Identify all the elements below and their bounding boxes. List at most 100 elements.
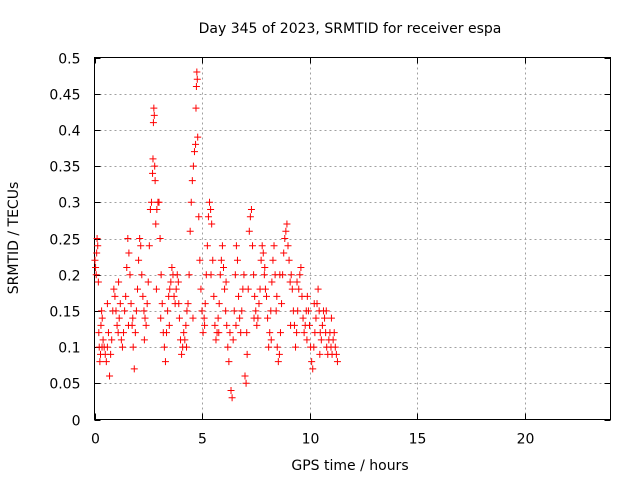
data-point — [138, 271, 146, 279]
y-tick-label: 0.2 — [58, 269, 80, 285]
data-point — [222, 278, 230, 286]
data-point — [190, 148, 198, 156]
data-point — [140, 307, 148, 315]
data-point — [332, 350, 340, 358]
data-point — [281, 235, 289, 242]
data-point — [333, 358, 341, 366]
data-point — [140, 336, 148, 344]
data-point — [156, 235, 164, 242]
data-point — [276, 329, 284, 337]
data-point — [188, 177, 196, 185]
data-point — [223, 321, 231, 329]
data-point — [104, 329, 112, 337]
data-point — [207, 206, 215, 214]
data-point — [150, 104, 158, 112]
data-point — [122, 292, 130, 300]
data-point — [257, 256, 265, 264]
data-point — [214, 314, 222, 322]
data-point — [306, 321, 313, 329]
data-point — [243, 350, 251, 358]
data-point — [136, 235, 144, 242]
data-point — [157, 314, 165, 322]
data-point — [227, 387, 235, 395]
data-point — [284, 242, 292, 250]
data-point — [251, 292, 259, 300]
data-point — [293, 278, 301, 286]
grid — [94, 57, 611, 420]
data-point — [210, 292, 218, 300]
data-point — [94, 242, 102, 250]
x-axis-label: GPS time / hours — [291, 458, 408, 474]
data-point — [175, 300, 183, 308]
data-point — [270, 242, 278, 250]
data-points — [91, 68, 341, 402]
data-point — [242, 379, 250, 387]
data-point — [149, 119, 157, 127]
data-point — [297, 263, 305, 271]
data-point — [299, 314, 307, 322]
data-point — [93, 235, 101, 242]
data-point — [200, 314, 208, 322]
data-point — [273, 292, 281, 300]
data-point — [161, 358, 169, 366]
data-point — [292, 343, 300, 351]
x-tick-label: 15 — [409, 432, 427, 448]
data-point — [151, 177, 159, 185]
axis-ticks: 0 5 10 15 20 0 0.05 0.1 0.15 0.2 0.25 0.3 0.35 0.4 0.4… — [49, 52, 611, 448]
data-point — [229, 336, 237, 344]
data-point — [196, 256, 204, 264]
data-point — [206, 198, 214, 206]
data-point — [152, 220, 160, 228]
data-point — [123, 263, 131, 271]
data-point — [253, 321, 261, 329]
data-point — [174, 278, 182, 286]
data-point — [310, 300, 318, 308]
y-tick-label: 0.5 — [58, 52, 80, 68]
data-point — [155, 198, 163, 206]
data-point — [272, 307, 280, 315]
data-point — [98, 314, 106, 322]
data-point — [98, 343, 106, 351]
data-point — [115, 278, 123, 286]
data-point — [167, 278, 175, 286]
data-point — [287, 321, 295, 329]
data-point — [276, 271, 284, 279]
data-point — [135, 256, 143, 264]
data-point — [238, 307, 246, 315]
data-point — [193, 68, 201, 76]
data-point — [197, 285, 205, 293]
data-point — [285, 256, 293, 264]
data-point — [192, 104, 200, 112]
data-point — [125, 249, 133, 257]
data-point — [258, 242, 266, 250]
data-point — [121, 307, 129, 315]
data-point — [187, 198, 195, 206]
data-point — [160, 343, 168, 351]
data-point — [183, 343, 191, 351]
data-point — [131, 329, 139, 337]
data-point — [245, 227, 253, 235]
data-point — [233, 256, 241, 264]
data-point — [218, 242, 226, 250]
data-point — [149, 169, 157, 177]
data-point — [240, 271, 248, 279]
data-point — [106, 372, 114, 380]
data-point — [183, 307, 191, 315]
data-point — [221, 285, 229, 293]
y-tick-label: 0 — [72, 414, 81, 430]
y-tick-label: 0.1 — [58, 341, 80, 357]
data-point — [124, 321, 132, 329]
data-point — [232, 242, 240, 250]
data-point — [212, 336, 220, 344]
data-point — [266, 329, 274, 337]
data-point — [151, 162, 159, 170]
data-point — [237, 329, 245, 337]
data-point — [185, 271, 193, 279]
data-point — [268, 278, 276, 286]
data-point — [283, 220, 291, 228]
data-point — [139, 292, 147, 300]
data-point — [260, 271, 268, 279]
data-point — [168, 263, 176, 271]
y-tick-label: 0.15 — [49, 305, 80, 321]
